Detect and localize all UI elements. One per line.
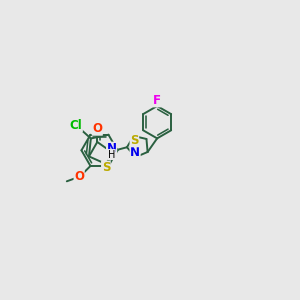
Text: F: F <box>153 94 161 107</box>
Text: O: O <box>92 122 102 135</box>
Text: H: H <box>108 149 115 160</box>
Text: S: S <box>102 161 110 174</box>
Text: Cl: Cl <box>70 118 82 131</box>
Text: N: N <box>130 146 140 160</box>
Text: O: O <box>74 170 84 183</box>
Text: S: S <box>130 134 139 147</box>
Text: N: N <box>106 142 117 155</box>
